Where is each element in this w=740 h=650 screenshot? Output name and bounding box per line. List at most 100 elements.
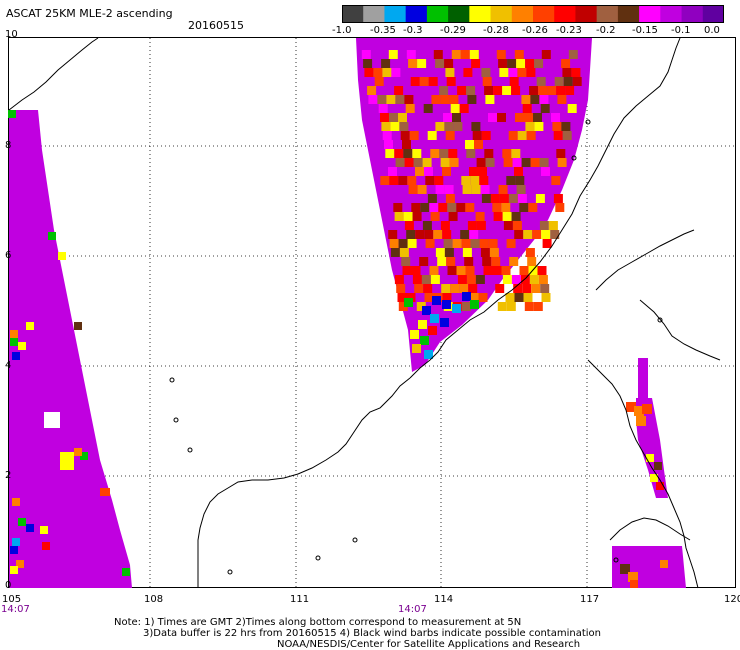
- data-cell: [493, 212, 503, 221]
- data-cell: [456, 203, 466, 212]
- data-cell: [498, 59, 508, 68]
- data-cell: [403, 212, 413, 221]
- data-cell: [492, 266, 502, 275]
- data-cell: [405, 104, 415, 113]
- data-cell: [541, 50, 551, 59]
- data-cell: [533, 113, 542, 122]
- data-cell: [506, 302, 516, 311]
- data-cell: [74, 322, 82, 330]
- data-cell: [536, 77, 546, 86]
- data-cell: [398, 239, 408, 248]
- data-cell: [12, 498, 20, 506]
- data-cell: [527, 257, 537, 266]
- data-cell: [442, 293, 452, 302]
- swath-north: [356, 38, 592, 372]
- data-cell: [525, 248, 535, 257]
- data-cell: [444, 122, 454, 131]
- data-cell: [501, 266, 511, 275]
- data-cell: [516, 185, 526, 194]
- data-cell: [12, 352, 20, 360]
- data-cell: [554, 77, 564, 86]
- lat-label: 8: [5, 140, 11, 151]
- data-cell: [26, 524, 34, 532]
- data-cell: [381, 59, 391, 68]
- data-cell: [497, 302, 507, 311]
- data-cell: [480, 248, 490, 257]
- data-cell: [419, 257, 429, 266]
- data-cell: [415, 167, 424, 176]
- data-cell: [412, 344, 421, 353]
- data-cell: [511, 275, 521, 284]
- coastlines: [8, 37, 721, 589]
- colorbar-label: -0.1: [671, 25, 691, 36]
- colorbar-swatch: [469, 5, 492, 23]
- data-cell: [393, 203, 403, 212]
- data-cell: [493, 86, 503, 95]
- data-cell: [461, 302, 471, 311]
- data-cell: [488, 239, 498, 248]
- data-cell: [548, 221, 558, 230]
- data-cell: [462, 185, 472, 194]
- data-cell: [443, 239, 453, 248]
- data-cell: [467, 95, 477, 104]
- data-cell: [572, 77, 582, 86]
- colorbar-label: -0.3: [403, 25, 423, 36]
- data-cell: [430, 149, 440, 158]
- data-cell: [553, 131, 563, 140]
- colorbar-labels: -1.0 -0.35 -0.3 -0.29 -0.28 -0.26 -0.23 …: [0, 25, 740, 39]
- colorbar: [342, 5, 725, 23]
- data-cell: [557, 158, 567, 167]
- data-cell: [425, 176, 435, 185]
- data-cell: [439, 86, 449, 95]
- footer-note-line-1: Note: 1) Times are GMT 2)Times along bot…: [114, 617, 522, 628]
- data-cell: [412, 149, 422, 158]
- data-cell: [442, 167, 451, 176]
- data-cell: [18, 518, 26, 526]
- data-cell: [12, 538, 20, 546]
- data-cell: [538, 275, 548, 284]
- data-cell: [478, 293, 488, 302]
- data-cell: [485, 158, 495, 167]
- data-cell: [465, 140, 474, 149]
- data-cell: [519, 266, 529, 275]
- data-cell: [482, 257, 492, 266]
- data-cell: [60, 452, 74, 470]
- coast-borneo-west: [197, 377, 411, 588]
- data-cell: [507, 59, 517, 68]
- data-cell: [523, 230, 533, 239]
- data-cell: [550, 230, 560, 239]
- data-cell: [470, 239, 480, 248]
- data-cell: [421, 275, 431, 284]
- data-cell: [547, 86, 557, 95]
- colorbar-label: -0.2: [596, 25, 616, 36]
- data-cell: [555, 203, 565, 212]
- data-cell: [514, 50, 524, 59]
- data-cell: [395, 95, 405, 104]
- data-cell: [470, 300, 479, 309]
- data-cell: [509, 77, 519, 86]
- time-label: 14:07: [398, 604, 427, 615]
- data-cell: [406, 230, 416, 239]
- swath-east: [612, 358, 686, 588]
- data-cell: [420, 203, 430, 212]
- data-cell: [444, 59, 454, 68]
- colorbar-swatches: [342, 5, 725, 23]
- data-cell: [394, 149, 404, 158]
- data-cell: [481, 194, 491, 203]
- product-title: ASCAT 25KM MLE-2 ascending: [6, 7, 173, 20]
- data-cell: [74, 448, 82, 456]
- data-cell: [450, 284, 460, 293]
- data-cell: [508, 131, 518, 140]
- data-cell: [465, 203, 475, 212]
- footer-note-line-3: NOAA/NESDIS/Center for Satellite Applica…: [277, 639, 581, 650]
- colorbar-label: -0.35: [370, 25, 396, 36]
- data-cell: [531, 284, 541, 293]
- data-cell: [408, 185, 418, 194]
- data-cell: [571, 68, 581, 77]
- data-cell: [384, 140, 393, 149]
- colorbar-swatch: [405, 5, 428, 23]
- data-cell: [565, 86, 575, 95]
- colorbar-label: -0.29: [440, 25, 466, 36]
- data-cell: [430, 314, 439, 323]
- data-cell: [399, 248, 409, 257]
